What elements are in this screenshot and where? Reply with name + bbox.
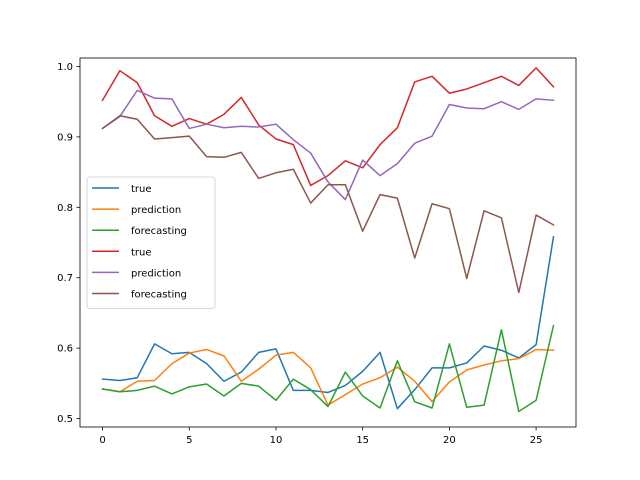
y-tick-label: 1.0: [57, 62, 73, 73]
y-tick-label: 0.9: [57, 132, 73, 143]
legend-label-5: forecasting: [131, 290, 187, 301]
y-tick-label: 0.8: [57, 203, 73, 214]
y-tick-label: 0.6: [57, 344, 73, 355]
y-tick-label: 0.7: [57, 273, 73, 284]
y-axis: 0.5 0.6 0.7 0.8 0.9 1.0: [57, 62, 80, 425]
x-tick-label: 0: [99, 435, 105, 446]
x-tick-label: 10: [270, 435, 283, 446]
legend-label-4: prediction: [131, 268, 181, 279]
series-line-3: [101, 67, 555, 187]
series-line-4: [101, 89, 555, 201]
series-line-2: [101, 324, 555, 413]
legend-label-2: forecasting: [131, 226, 187, 237]
x-tick-label: 20: [443, 435, 456, 446]
series-line-5: [101, 114, 555, 294]
x-tick-label: 15: [356, 435, 369, 446]
x-tick-label: 25: [530, 435, 543, 446]
x-axis: 0 5 10 15 20 25: [99, 427, 542, 446]
legend-label-3: true: [131, 247, 152, 258]
legend-box: [86, 176, 216, 309]
series-line-0: [101, 236, 555, 410]
y-tick-label: 0.5: [57, 414, 73, 425]
legend: true prediction forecasting true prediction f…: [86, 176, 216, 309]
legend-label-1: prediction: [131, 205, 181, 216]
x-tick-label: 5: [186, 435, 192, 446]
legend-label-0: true: [131, 184, 152, 195]
plot-area: [79, 57, 577, 428]
series-layer: [101, 67, 555, 413]
axes-frame: [79, 57, 577, 428]
